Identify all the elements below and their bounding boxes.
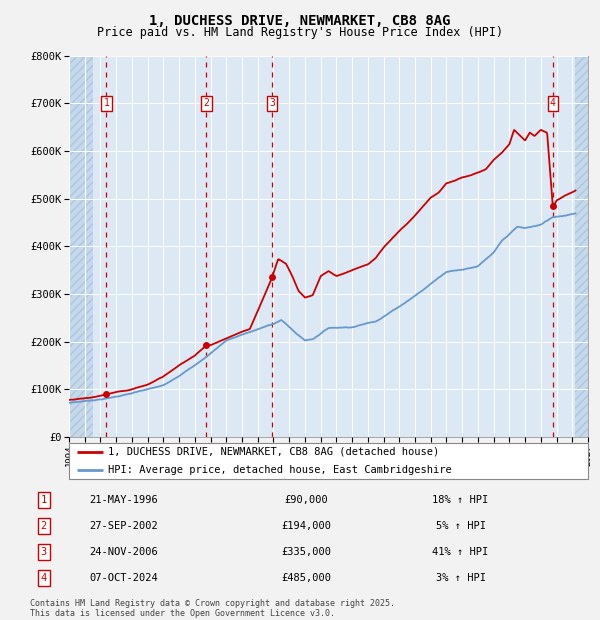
- FancyBboxPatch shape: [69, 443, 588, 479]
- Bar: [69, 56, 92, 437]
- Text: 41% ↑ HPI: 41% ↑ HPI: [433, 547, 488, 557]
- Text: 1: 1: [41, 495, 47, 505]
- Text: 1, DUCHESS DRIVE, NEWMARKET, CB8 8AG (detached house): 1, DUCHESS DRIVE, NEWMARKET, CB8 8AG (de…: [108, 446, 439, 457]
- Text: 21-MAY-1996: 21-MAY-1996: [89, 495, 158, 505]
- Text: HPI: Average price, detached house, East Cambridgeshire: HPI: Average price, detached house, East…: [108, 464, 452, 475]
- Text: 07-OCT-2024: 07-OCT-2024: [89, 574, 158, 583]
- Point: [267, 272, 277, 282]
- Text: £485,000: £485,000: [281, 574, 331, 583]
- Text: 4: 4: [550, 99, 556, 108]
- Point: [101, 389, 111, 399]
- Text: £90,000: £90,000: [284, 495, 328, 505]
- Text: 3% ↑ HPI: 3% ↑ HPI: [436, 574, 485, 583]
- Point: [548, 201, 558, 211]
- Point: [202, 340, 211, 350]
- Text: £335,000: £335,000: [281, 547, 331, 557]
- Text: 2: 2: [203, 99, 209, 108]
- Text: 5% ↑ HPI: 5% ↑ HPI: [436, 521, 485, 531]
- Text: 1: 1: [103, 99, 109, 108]
- Bar: [575, 56, 588, 437]
- Text: £194,000: £194,000: [281, 521, 331, 531]
- Text: 3: 3: [41, 547, 47, 557]
- Text: 2: 2: [41, 521, 47, 531]
- Text: Price paid vs. HM Land Registry's House Price Index (HPI): Price paid vs. HM Land Registry's House …: [97, 26, 503, 39]
- Text: 18% ↑ HPI: 18% ↑ HPI: [433, 495, 488, 505]
- Text: 1, DUCHESS DRIVE, NEWMARKET, CB8 8AG: 1, DUCHESS DRIVE, NEWMARKET, CB8 8AG: [149, 14, 451, 28]
- Text: Contains HM Land Registry data © Crown copyright and database right 2025.
This d: Contains HM Land Registry data © Crown c…: [30, 599, 395, 618]
- Text: 3: 3: [269, 99, 275, 108]
- Text: 4: 4: [41, 574, 47, 583]
- Text: 24-NOV-2006: 24-NOV-2006: [89, 547, 158, 557]
- Text: 27-SEP-2002: 27-SEP-2002: [89, 521, 158, 531]
